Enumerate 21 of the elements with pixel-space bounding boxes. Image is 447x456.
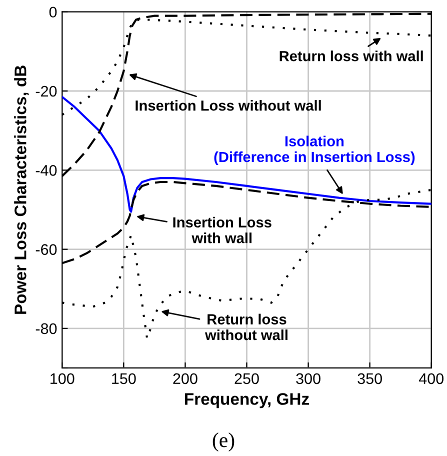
y-tick-label: -20 xyxy=(36,86,57,97)
y-tick-label: -80 xyxy=(36,323,57,334)
y-axis-title: Power Loss Characteristics, dB xyxy=(14,66,29,314)
x-tick-label: 100 xyxy=(50,373,74,384)
y-tick-label: -40 xyxy=(36,165,57,176)
annotation: Return loss without wall xyxy=(204,314,288,340)
x-tick-label: 150 xyxy=(112,373,136,384)
x-tick-label: 200 xyxy=(173,373,198,384)
text: (e) xyxy=(212,432,234,452)
x-tick-label: 250 xyxy=(234,373,259,384)
annotation: Return loss with wall xyxy=(280,50,423,62)
x-tick-label: 350 xyxy=(358,373,382,384)
y-tick-label: 0 xyxy=(49,6,57,18)
x-axis-title: Frequency, GHz xyxy=(185,393,309,408)
x-tick-label: 300 xyxy=(296,373,320,384)
x-tick-label: 400 xyxy=(418,373,444,384)
annotation: Isolation (Difference in Insertion Loss) xyxy=(214,136,415,166)
annotation: Insertion Loss with wall xyxy=(173,216,272,244)
line-series xyxy=(62,96,432,213)
y-tick-label: -60 xyxy=(36,244,57,255)
annotation: Insertion Loss without wall xyxy=(136,100,321,111)
